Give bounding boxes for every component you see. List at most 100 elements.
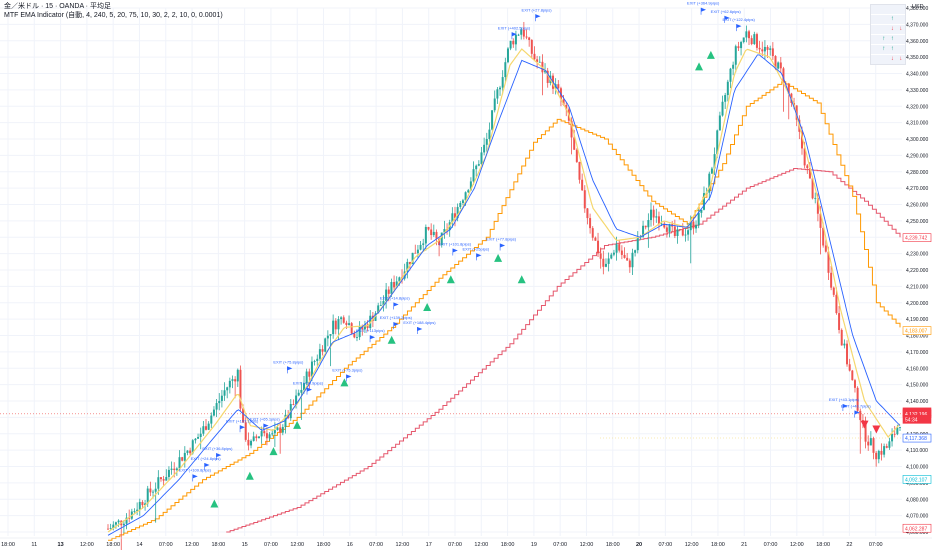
candle-body xyxy=(157,477,160,489)
candle-body xyxy=(242,408,245,423)
candle-body xyxy=(239,369,242,409)
candle-body xyxy=(591,228,594,238)
candle-body xyxy=(631,252,634,268)
candle-body xyxy=(215,403,218,410)
candle-body xyxy=(257,436,260,439)
candle-body xyxy=(750,38,753,45)
candle-body xyxy=(326,335,329,339)
mtf-cell xyxy=(880,55,889,64)
price-tick-label: 4,270.000 xyxy=(906,186,928,192)
price-tick-label: 4,100.000 xyxy=(906,465,928,471)
time-tick-label: 12:00 xyxy=(685,542,699,548)
buy-signal-marker xyxy=(210,499,219,508)
candle-body xyxy=(732,64,735,69)
candle-body xyxy=(199,433,202,438)
exit-label: EXIT (+40.7pips) xyxy=(841,404,872,409)
candle-body xyxy=(382,300,385,306)
price-tick-label: 4,110.000 xyxy=(906,448,928,454)
candle-body xyxy=(218,400,221,404)
candle-body xyxy=(607,258,610,264)
exit-flag-icon xyxy=(263,423,269,428)
candle-body xyxy=(718,115,721,131)
time-axis[interactable]: 18:00 11 13 12:00 18:00 14 07:00 12:00 18:00 15 07… xyxy=(0,537,932,548)
candle-body xyxy=(313,361,316,362)
candle-body xyxy=(318,349,321,359)
candle-body xyxy=(668,224,671,232)
indicator-title[interactable]: MTF EMA Indicator (自動, 4, 240, 5, 20, 75… xyxy=(4,12,223,19)
candle-body xyxy=(337,319,340,330)
exit-flag-icon xyxy=(476,253,482,258)
candle-body xyxy=(899,427,901,428)
candle-body xyxy=(499,87,502,90)
candle-body xyxy=(324,338,327,352)
candle-body xyxy=(467,190,470,193)
price-tag xyxy=(902,326,932,335)
candle-body xyxy=(642,225,645,237)
candle-body xyxy=(332,320,335,335)
price-tick-label: 4,150.000 xyxy=(906,383,928,389)
exit-flag-icon xyxy=(701,7,707,12)
mtf-row: ↑ ↑ xyxy=(871,45,905,55)
exit-label: EXIT (+75.8pips) xyxy=(273,359,304,364)
candle-body xyxy=(597,240,600,254)
exit-flag-icon xyxy=(307,387,313,392)
trend-up-icon: ↑ xyxy=(890,36,894,42)
candle-body xyxy=(231,379,234,381)
candle-body xyxy=(125,517,128,524)
candle-body xyxy=(684,234,687,236)
candle-body xyxy=(634,250,637,253)
exit-flag-icon xyxy=(535,14,541,19)
candle-body xyxy=(422,243,425,245)
buy-signal-marker xyxy=(695,62,704,71)
price-tag-label: 4,092.107 xyxy=(905,477,927,483)
candle-body xyxy=(136,509,139,512)
candle-body xyxy=(220,395,223,401)
candle-body xyxy=(144,503,147,506)
candle-body xyxy=(194,438,197,441)
candle-body xyxy=(281,427,284,433)
candle-body xyxy=(562,99,565,105)
candle-body xyxy=(610,254,613,259)
candle-body xyxy=(316,358,319,362)
candle-body xyxy=(652,209,655,218)
candle-body xyxy=(763,46,766,52)
exit-flag-icon xyxy=(452,248,458,253)
candle-body xyxy=(244,422,247,440)
candle-body xyxy=(263,431,266,434)
candle-body xyxy=(167,469,170,478)
candle-body xyxy=(665,227,668,232)
candle-body xyxy=(644,225,647,228)
exit-label: EXIT (+157.1pips) xyxy=(226,418,259,423)
time-tick-label: 17 xyxy=(426,542,432,548)
exit-label: EXIT (+65.1pips) xyxy=(250,417,281,422)
candle-body xyxy=(528,37,531,40)
candle-body xyxy=(517,34,520,36)
price-tag-label: 54:34 xyxy=(905,417,918,423)
candle-body xyxy=(350,323,353,334)
time-tick-label: 07:00 xyxy=(448,542,462,548)
time-tick-label: 12:00 xyxy=(790,542,804,548)
candle-body xyxy=(604,263,607,267)
candle-body xyxy=(771,48,774,57)
candle-body xyxy=(303,383,306,390)
candle-body xyxy=(377,305,380,314)
candle-body xyxy=(832,287,835,295)
candle-body xyxy=(305,371,308,384)
candle-body xyxy=(843,343,846,346)
trend-up-icon: ↑ xyxy=(882,46,886,52)
htf-ema-line xyxy=(226,167,901,533)
time-tick-label: 15 xyxy=(242,542,248,548)
candle-body xyxy=(252,436,255,441)
exit-label: EXIT (+25pips) xyxy=(462,246,489,251)
price-tick-label: 4,060.000 xyxy=(906,530,928,536)
candle-body xyxy=(885,446,888,448)
symbol-title[interactable]: 金／米ドル · 15 · OANDA · 平均足 xyxy=(4,3,111,10)
candle-body xyxy=(480,152,483,165)
mid-ema-line xyxy=(107,54,901,536)
candle-body xyxy=(173,468,176,471)
candle-body xyxy=(814,197,817,199)
candle-body xyxy=(152,491,155,493)
time-tick-label: 18:00 xyxy=(606,542,620,548)
